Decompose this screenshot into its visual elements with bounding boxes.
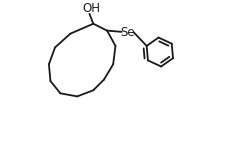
Text: OH: OH [82, 2, 100, 15]
Text: Se: Se [121, 26, 135, 39]
